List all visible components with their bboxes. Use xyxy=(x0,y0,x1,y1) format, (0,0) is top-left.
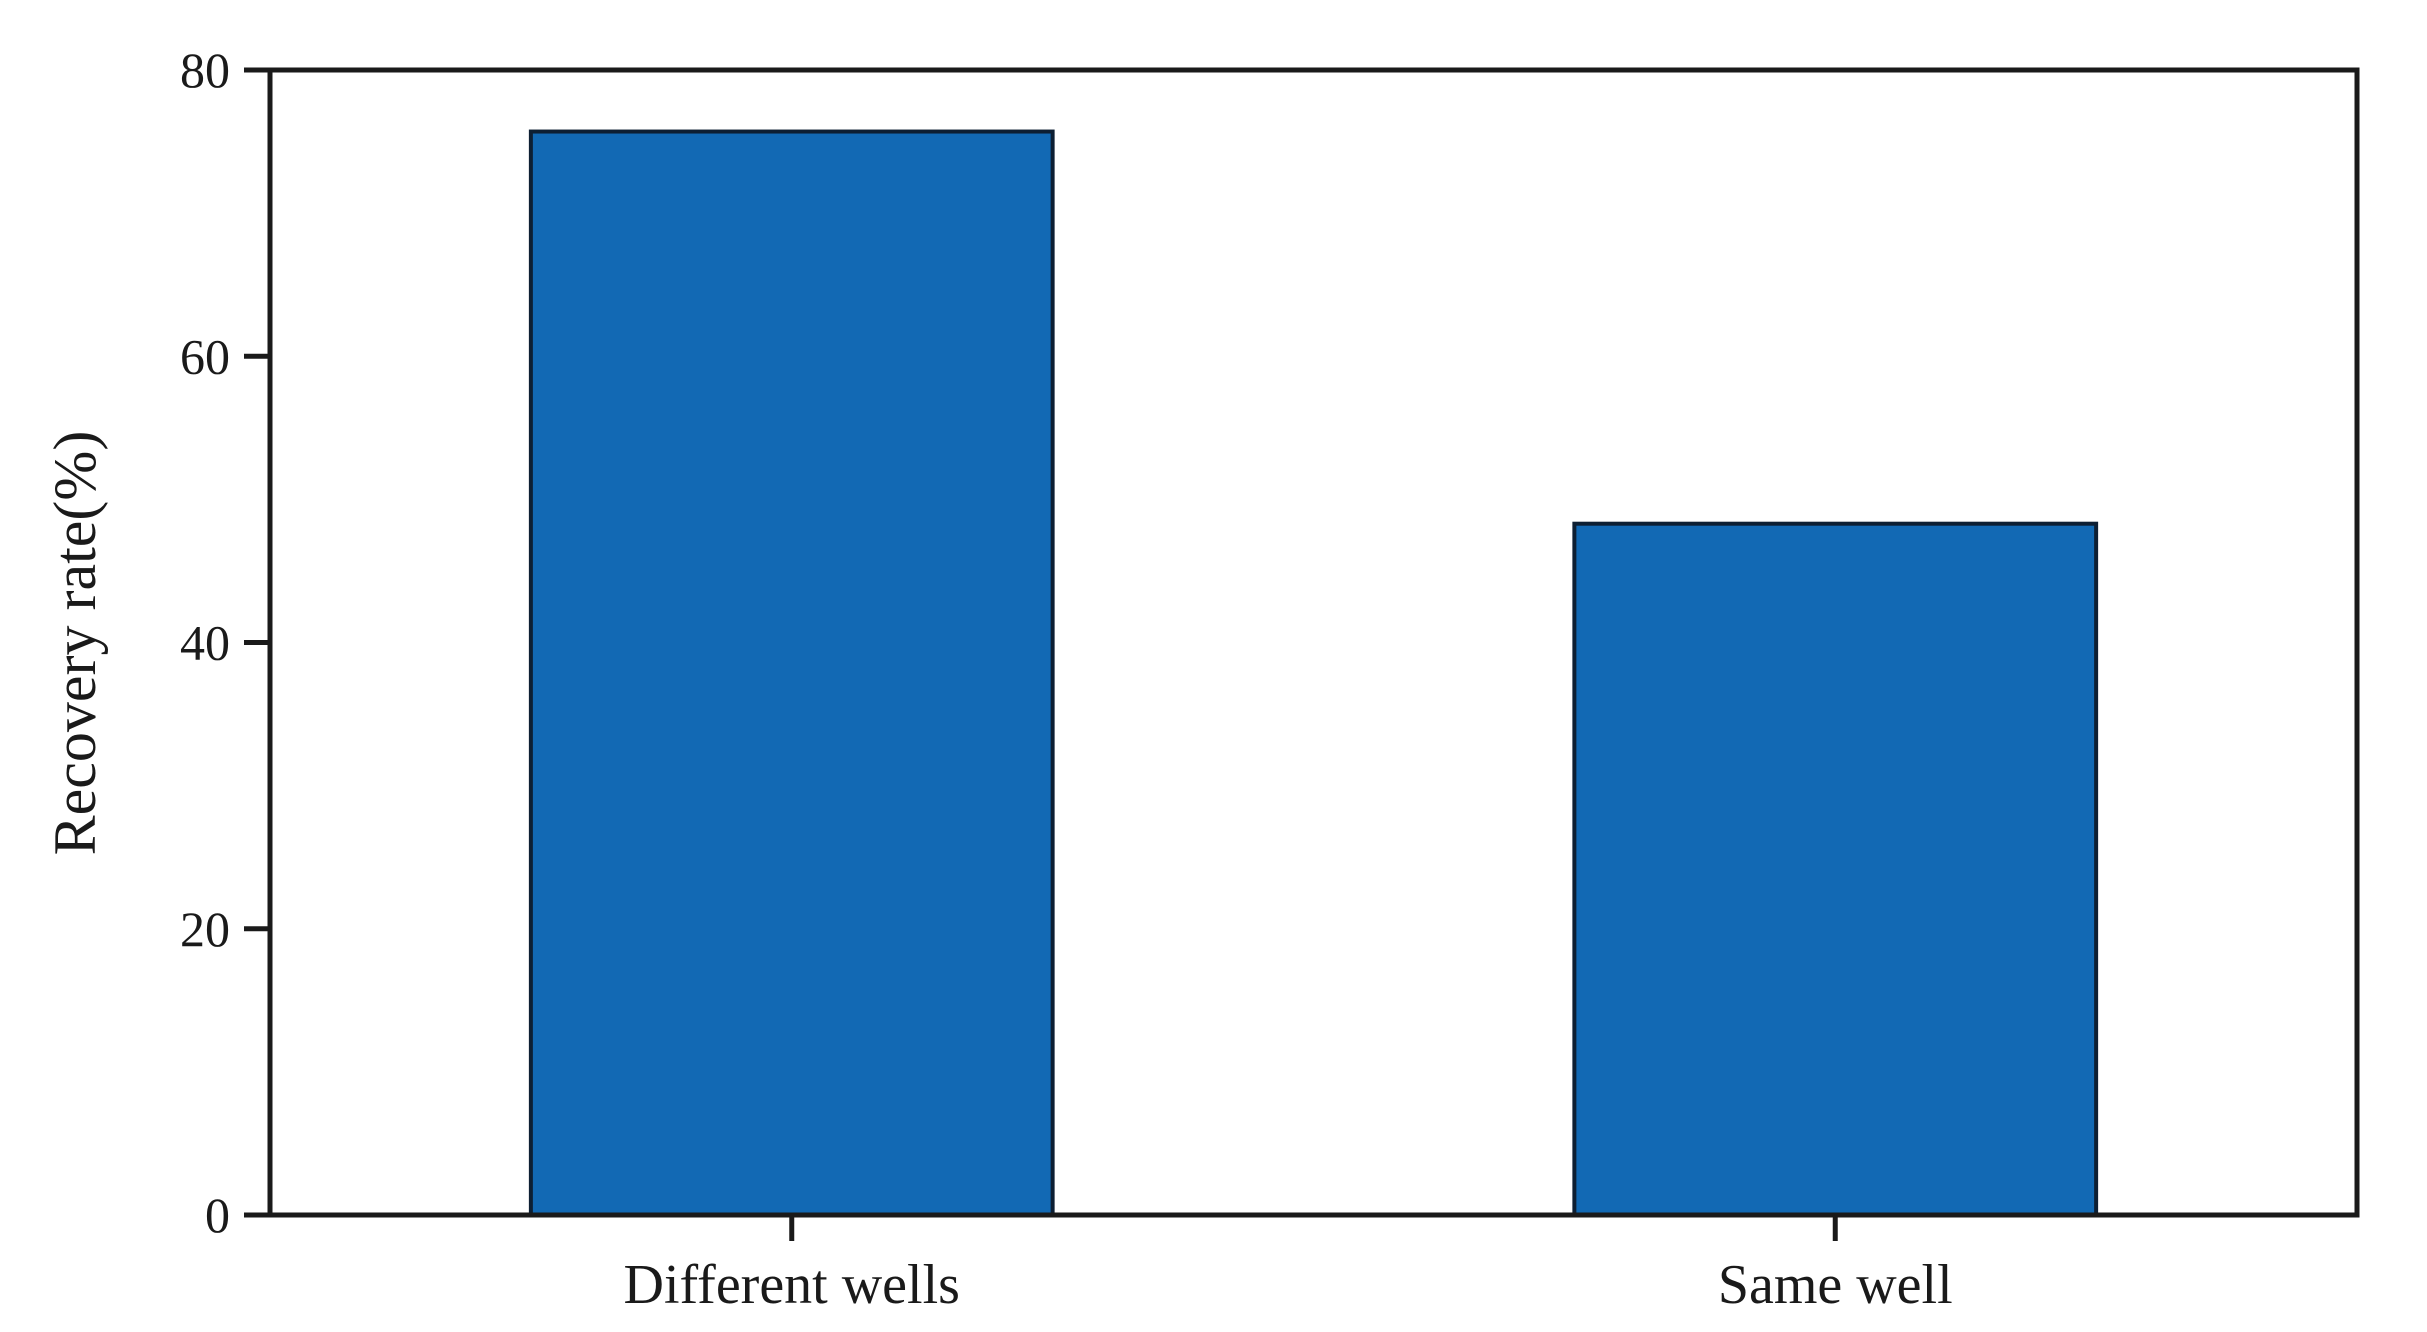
x-tick-label: Same well xyxy=(1718,1254,1953,1316)
x-tick-label: Different wells xyxy=(624,1254,960,1316)
y-tick-label: 40 xyxy=(180,615,230,671)
axes-frame xyxy=(267,67,2360,1218)
y-tick-label: 20 xyxy=(180,901,230,957)
y-tick-label: 0 xyxy=(205,1187,230,1243)
bar-2 xyxy=(1572,521,2099,1217)
y-tick-label: 80 xyxy=(180,42,230,98)
y-axis-title: Recovery rate(%) xyxy=(42,431,108,856)
bar-1 xyxy=(528,129,1055,1218)
y-tick-label: 60 xyxy=(180,328,230,384)
